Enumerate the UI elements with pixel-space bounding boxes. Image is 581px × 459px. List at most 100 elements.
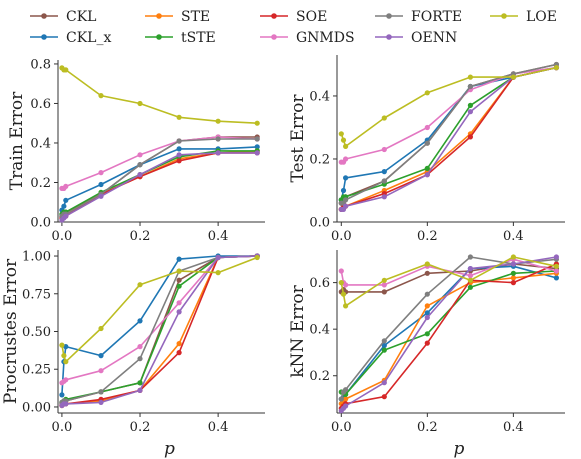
x-tick-label: 0.0: [331, 420, 352, 435]
legend-label: FORTE: [411, 9, 462, 25]
series-oenn: [338, 65, 560, 212]
series-ckl: [338, 61, 560, 206]
data-point-oenn: [215, 254, 221, 261]
legend-label: LOE: [526, 9, 557, 25]
series-loe: [59, 254, 260, 365]
series-loe: [338, 254, 560, 309]
data-point-forte: [98, 389, 104, 395]
data-point-forte: [424, 291, 430, 297]
data-point-ckl-x: [254, 144, 260, 150]
legend-label: STE: [181, 9, 210, 25]
data-point-tste: [176, 283, 182, 289]
series-ckl: [59, 253, 260, 407]
data-point-gnmds: [424, 124, 430, 131]
series-tste: [59, 253, 260, 405]
series-forte: [338, 61, 560, 206]
x-tick-label: 0.2: [417, 420, 438, 435]
data-point-loe: [254, 254, 260, 261]
series-ste: [338, 65, 560, 212]
y-tick-label: 0.6: [309, 276, 330, 291]
data-point-ckl: [176, 277, 182, 283]
series-line-oenn: [340, 256, 557, 412]
data-point-forte: [215, 136, 221, 142]
y-tick-label: 0.50: [22, 325, 51, 340]
series-line-gnmds: [61, 136, 258, 190]
y-tick-label: 0.25: [22, 363, 51, 378]
series-line-ckl-x: [340, 265, 557, 400]
legend-label: GNMDS: [296, 30, 355, 46]
series-loe: [59, 65, 260, 126]
series-line-loe: [61, 256, 258, 363]
data-point-oenn: [381, 380, 387, 386]
data-point-ckl-x: [63, 344, 69, 350]
data-point-gnmds: [98, 368, 104, 374]
y-axis-label: Test Error: [288, 94, 308, 183]
series-forte: [59, 253, 260, 405]
data-point-ckl-x: [340, 187, 347, 194]
series-forte: [338, 254, 560, 402]
y-tick-label: 0.2: [309, 152, 330, 167]
legend-label: CKL: [66, 9, 96, 25]
legend-entry-loe: LOE: [490, 9, 557, 25]
data-point-loe: [98, 93, 104, 99]
series-line-tste: [341, 270, 557, 396]
data-point-ckl: [424, 270, 430, 276]
data-point-oenn: [343, 403, 349, 409]
data-point-gnmds: [176, 300, 182, 306]
legend-entry-gnmds: GNMDS: [260, 30, 355, 46]
legend-marker: [386, 34, 392, 40]
data-point-loe: [98, 325, 104, 332]
data-point-ckl-x: [424, 310, 430, 316]
legend-marker: [501, 13, 507, 19]
data-point-forte: [137, 162, 143, 168]
legend-label: OENN: [411, 30, 457, 46]
data-point-gnmds: [63, 377, 69, 383]
data-point-ste: [424, 303, 430, 309]
series-oenn: [338, 254, 560, 414]
data-point-gnmds: [467, 273, 473, 279]
data-point-ste: [510, 275, 516, 281]
data-point-loe: [176, 268, 182, 274]
y-axis-label: Train Error: [7, 91, 27, 190]
series-line-loe: [340, 66, 557, 148]
y-tick-label: 0.4: [309, 323, 330, 338]
data-point-forte: [343, 197, 349, 203]
data-point-ckl-x: [381, 342, 387, 349]
series-soe: [338, 261, 560, 411]
data-point-loe: [343, 143, 349, 149]
y-axis-label: Procrustes Error: [1, 258, 21, 404]
data-point-loe: [343, 303, 349, 309]
x-tick-label: 0.0: [52, 229, 73, 244]
y-tick-label: 0.00: [22, 400, 51, 415]
x-tick-label: 0.4: [208, 229, 229, 244]
y-tick-label: 0.6: [30, 97, 51, 112]
data-point-ckl-x: [63, 197, 69, 203]
data-point-soe: [176, 350, 182, 356]
data-point-tste: [510, 270, 516, 276]
data-point-forte: [254, 136, 260, 142]
data-point-forte: [467, 83, 473, 90]
data-point-oenn: [343, 203, 349, 209]
legend-label: CKL_x: [66, 30, 111, 46]
data-point-tste: [467, 102, 473, 108]
series-gnmds: [59, 134, 260, 191]
data-point-oenn: [137, 387, 143, 393]
y-tick-label: 0.8: [30, 57, 51, 72]
data-point-soe: [424, 340, 430, 346]
data-point-forte: [176, 138, 182, 144]
data-point-loe: [338, 131, 344, 137]
data-point-ckl-x: [176, 256, 182, 262]
series-line-oenn: [61, 152, 258, 221]
series-line-tste: [61, 150, 258, 215]
y-tick-label: 1.00: [22, 250, 51, 265]
data-point-gnmds: [381, 282, 387, 288]
data-point-oenn: [467, 109, 473, 115]
data-point-loe: [424, 90, 430, 96]
x-tick-label: 0.4: [208, 420, 229, 435]
legend-entry-soe: SOE: [260, 9, 327, 25]
data-point-loe: [340, 291, 347, 297]
data-point-loe: [553, 263, 560, 269]
panel-procrustes-error: 0.00 0.25 0.50 0.75 1.00 0.0 0.2 0.4 Procrustes …: [1, 250, 265, 459]
